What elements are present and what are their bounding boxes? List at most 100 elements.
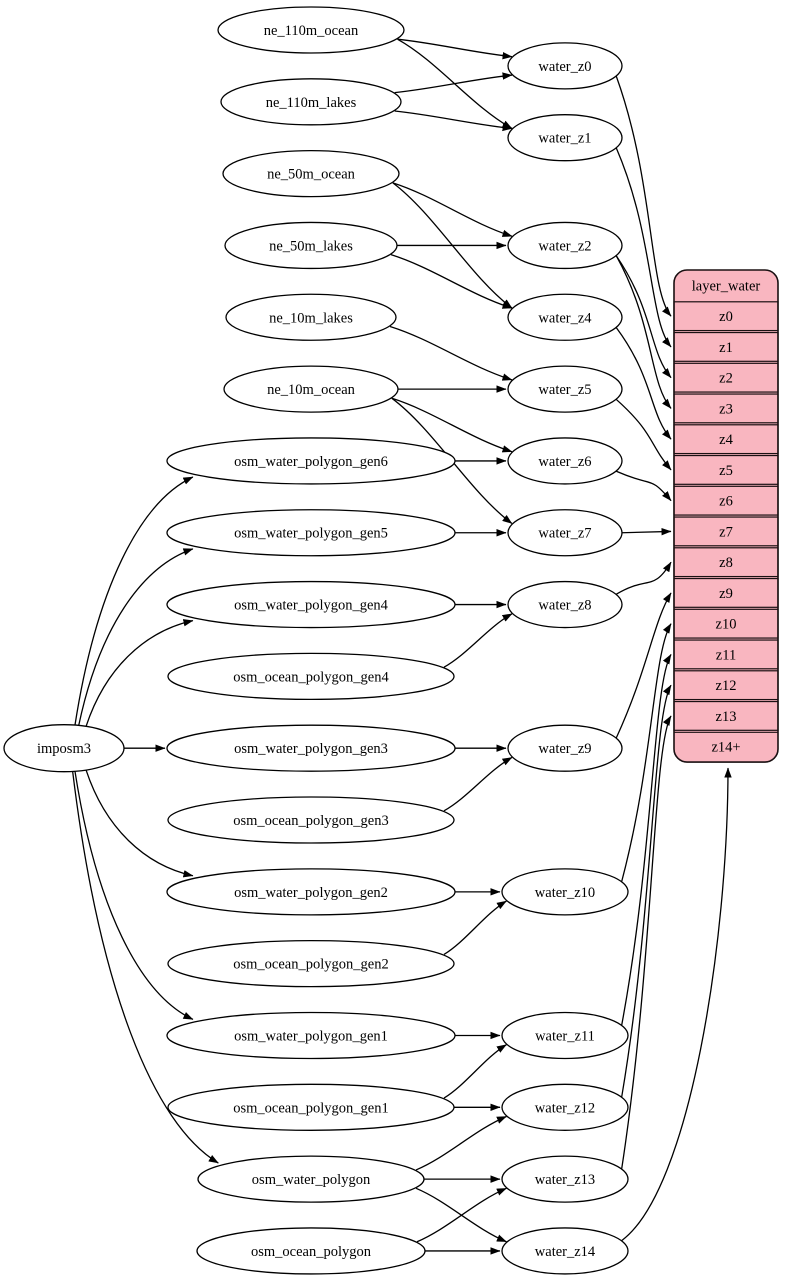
node-label-osm_water_polygon_gen5: osm_water_polygon_gen5 [234,526,388,542]
node-osm_water_polygon_gen5 [166,509,456,557]
node-label-water_z0: water_z0 [538,59,591,75]
node-label-ne_10m_lakes: ne_10m_lakes [269,310,353,326]
node-label-water_z11: water_z11 [535,1028,595,1044]
node-osm_water_polygon_gen4 [166,580,456,629]
node-label-water_z8: water_z8 [538,598,591,614]
node-osm_ocean_polygon_gen4 [167,652,455,701]
node-water_z4 [507,293,623,341]
node-osm_ocean_polygon [196,1227,426,1275]
edge-imposm3-osm_water_polygon_gen6 [74,476,194,726]
record-row-label-z7: z7 [719,524,733,540]
record-cell-z11 [673,639,779,670]
nodes-layer: imposm3 ne_110m_ocean ne_110m_lakes ne_50m_… [3,6,629,1275]
edge-osm_ocean_polygon_gen2-water_z10 [443,900,507,956]
record-cell-z7 [673,516,779,547]
node-water_z14 [501,1227,629,1275]
edge-water_z7-layer_water.z7 [621,527,672,536]
node-ne_10m_ocean [223,365,399,413]
record-row-label-z13: z13 [716,709,737,725]
node-water_z5 [507,365,623,413]
record-row-label-z3: z3 [719,401,733,417]
node-label-osm_water_polygon_gen3: osm_water_polygon_gen3 [234,741,388,757]
node-label-osm_water_polygon_gen2: osm_water_polygon_gen2 [234,885,388,901]
node-water_z10 [501,868,629,916]
node-label-water_z10: water_z10 [535,885,595,901]
node-label-water_z6: water_z6 [538,454,591,470]
node-label-water_z9: water_z9 [538,741,591,757]
record-row-label-z4: z4 [719,432,733,448]
record-layer-water [673,269,779,763]
record-row-label-z2: z2 [719,371,733,387]
node-ne_110m_ocean [217,6,405,54]
record-cell-z0 [673,301,779,332]
node-water_z8 [507,580,623,629]
node-water_z12 [501,1083,629,1131]
record-row-label-z0: z0 [719,309,733,325]
node-label-ne_110m_ocean: ne_110m_ocean [264,23,359,39]
edges-layer [72,38,732,1255]
record-row-label-z5: z5 [719,463,733,479]
record-row-label-z8: z8 [719,555,733,571]
node-label-ne_50m_lakes: ne_50m_lakes [269,238,353,254]
edge-osm_ocean_polygon_gen4-water_z8 [443,613,513,668]
node-label-water_z2: water_z2 [538,238,591,254]
node-label-water_z4: water_z4 [538,310,592,326]
record-row-label-z12: z12 [716,678,737,694]
node-water_z2 [507,221,623,270]
record-cell-z8 [673,547,779,578]
node-osm_ocean_polygon_gen1 [167,1083,455,1131]
record-cell-z10 [673,608,779,639]
node-osm_water_polygon_gen2 [166,868,456,916]
node-label-water_z13: water_z13 [535,1172,595,1188]
edge-imposm3-osm_water_polygon_gen5 [78,548,194,726]
record-cell-z3 [673,393,779,424]
node-label-osm_ocean_polygon_gen1: osm_ocean_polygon_gen1 [233,1100,388,1116]
node-ne_10m_lakes [225,293,397,341]
node-label-osm_water_polygon: osm_water_polygon [252,1172,371,1188]
edge-water_z2-layer_water.z2 [615,255,672,379]
edge-osm_water_polygon-water_z12 [415,1115,507,1171]
edge-ne_50m_lakes-water_z4 [390,254,513,309]
edge-water_z9-layer_water.z9 [615,592,672,739]
node-label-water_z1: water_z1 [538,131,591,147]
record-cell-z9 [673,577,779,608]
record-row-label-z6: z6 [719,494,733,510]
node-ne_110m_lakes [220,78,402,126]
edge-water_z1-layer_water.z1 [615,147,672,348]
node-label-ne_50m_ocean: ne_50m_ocean [267,167,356,183]
edge-water_z2-layer_water.z3 [615,255,672,409]
edge-ne_110m_ocean-water_z0 [397,38,513,60]
node-label-osm_water_polygon_gen6: osm_water_polygon_gen6 [234,454,388,470]
edge-osm_ocean_polygon_gen3-water_z9 [443,756,513,812]
record-cell-z2 [673,362,779,393]
record-cell-z1 [673,331,779,362]
edge-ne_110m_lakes-water_z1 [394,110,513,132]
node-osm_ocean_polygon_gen2 [167,940,455,988]
node-osm_water_polygon_gen6 [166,437,456,485]
edge-imposm3-osm_water_polygon_gen1 [74,771,194,1020]
node-label-osm_ocean_polygon_gen2: osm_ocean_polygon_gen2 [233,957,388,973]
node-osm_water_polygon_gen3 [166,724,456,772]
edge-imposm3-osm_water_polygon_gen4 [85,619,194,727]
edge-ne_110m_lakes-water_z0 [394,72,513,94]
edge-ne_10m_lakes-water_z5 [389,325,513,381]
node-water_z1 [507,114,623,162]
node-imposm3 [3,724,125,773]
record-layer: layer_water z0 z1 z2 z3 z4 z5 z6 z7 z8 z9 z10 z11 z12… [673,269,779,763]
edge-osm_ocean_polygon_gen1-water_z11 [443,1044,507,1099]
record-row-label-z11: z11 [716,647,736,663]
node-label-water_z14: water_z14 [535,1244,596,1260]
record-row-label-z14+: z14+ [711,740,740,756]
node-label-osm_ocean_polygon_gen3: osm_ocean_polygon_gen3 [233,813,388,829]
node-label-water_z7: water_z7 [538,526,591,542]
edge-water_z13-layer_water.z13 [621,715,672,1169]
node-label-water_z12: water_z12 [535,1100,595,1116]
edge-water_z4-layer_water.z4 [615,327,672,440]
edge-water_z8-layer_water.z8 [615,561,672,595]
edge-water_z0-layer_water.z0 [615,76,672,317]
edge-ne_50m_ocean-water_z2 [392,182,513,237]
node-label-ne_110m_lakes: ne_110m_lakes [266,95,357,111]
node-label-osm_water_polygon_gen4: osm_water_polygon_gen4 [234,598,389,614]
